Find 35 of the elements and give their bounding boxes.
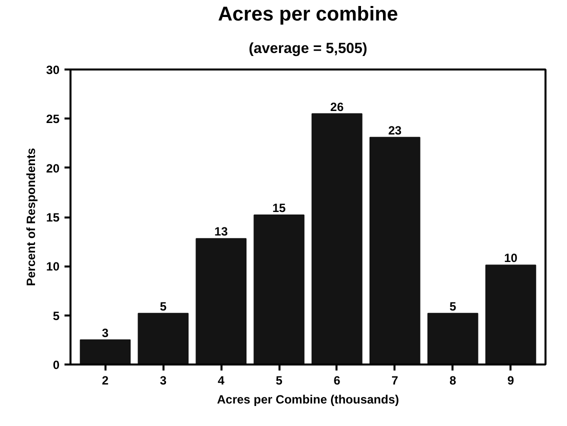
chart-title: Acres per combine bbox=[218, 4, 398, 26]
x-tick-label: 8 bbox=[449, 374, 456, 388]
y-tick-label: 20 bbox=[46, 161, 60, 176]
x-tick-label: 6 bbox=[334, 374, 341, 388]
x-tick-label: 2 bbox=[102, 374, 109, 388]
bar bbox=[254, 214, 304, 364]
x-tick-label: 4 bbox=[218, 374, 225, 388]
x-tick-label: 9 bbox=[507, 374, 514, 388]
bar bbox=[427, 312, 478, 364]
data-label: 3 bbox=[102, 326, 109, 340]
y-tick-label: 15 bbox=[46, 210, 60, 224]
data-label: 26 bbox=[330, 100, 344, 114]
y-tick-label: 10 bbox=[46, 260, 60, 274]
bar bbox=[369, 136, 420, 364]
x-tick-label: 3 bbox=[160, 374, 167, 388]
y-tick-label: 0 bbox=[52, 358, 60, 372]
y-tick-label: 25 bbox=[46, 112, 60, 126]
data-label: 13 bbox=[214, 224, 228, 239]
y-tick-label: 5 bbox=[52, 308, 60, 323]
bar bbox=[80, 339, 131, 364]
data-label: 23 bbox=[388, 123, 402, 138]
x-tick-label: 5 bbox=[276, 374, 283, 388]
data-label: 5 bbox=[160, 299, 167, 314]
x-axis-title: Acres per Combine (thousands) bbox=[216, 392, 400, 406]
y-tick-label: 30 bbox=[46, 63, 60, 77]
chart-subtitle: (average = 5,505) bbox=[248, 41, 368, 57]
data-label: 10 bbox=[504, 251, 518, 266]
y-axis-title: Percent of Respondents bbox=[24, 148, 38, 286]
bar bbox=[485, 264, 536, 364]
x-tick-label: 7 bbox=[392, 374, 399, 388]
data-label: 15 bbox=[272, 201, 286, 216]
bar bbox=[196, 238, 247, 364]
bar bbox=[138, 312, 189, 364]
bar bbox=[312, 113, 362, 364]
data-label: 5 bbox=[449, 299, 456, 314]
